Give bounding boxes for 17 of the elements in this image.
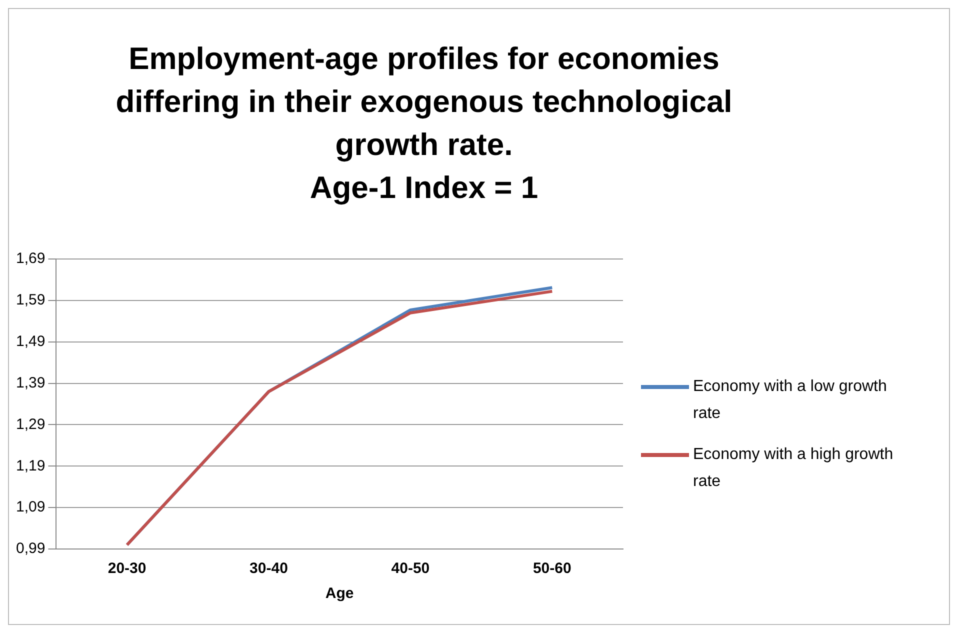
y-tick-label: 0,99 [16,540,46,558]
legend-label: Economy with a low growth rate [693,377,888,424]
y-tick-label: 1,69 [16,250,46,268]
y-tick-label: 1,19 [16,457,46,474]
y-tick-label: 1,09 [16,498,46,516]
chart-subtitle: Age-1 Index = 1 [308,169,540,207]
x-tick-label: 50-60 [532,560,572,578]
x-tick-label: 20-30 [108,560,146,578]
x-axis-title: Age [325,585,354,602]
y-tick-label: 1,29 [16,416,46,433]
x-tick-label: 30-40 [250,560,288,578]
y-tick-label: 1,39 [16,374,46,392]
x-tick-label: 40-50 [391,560,430,578]
chart-title: Employment-age profiles for economies differing in their exogenous technological growth rate. [114,40,734,164]
y-tick-label: 1,49 [16,333,46,350]
legend-label: Economy with a high growth rate [693,445,894,492]
y-tick-label: 1,59 [16,292,46,309]
